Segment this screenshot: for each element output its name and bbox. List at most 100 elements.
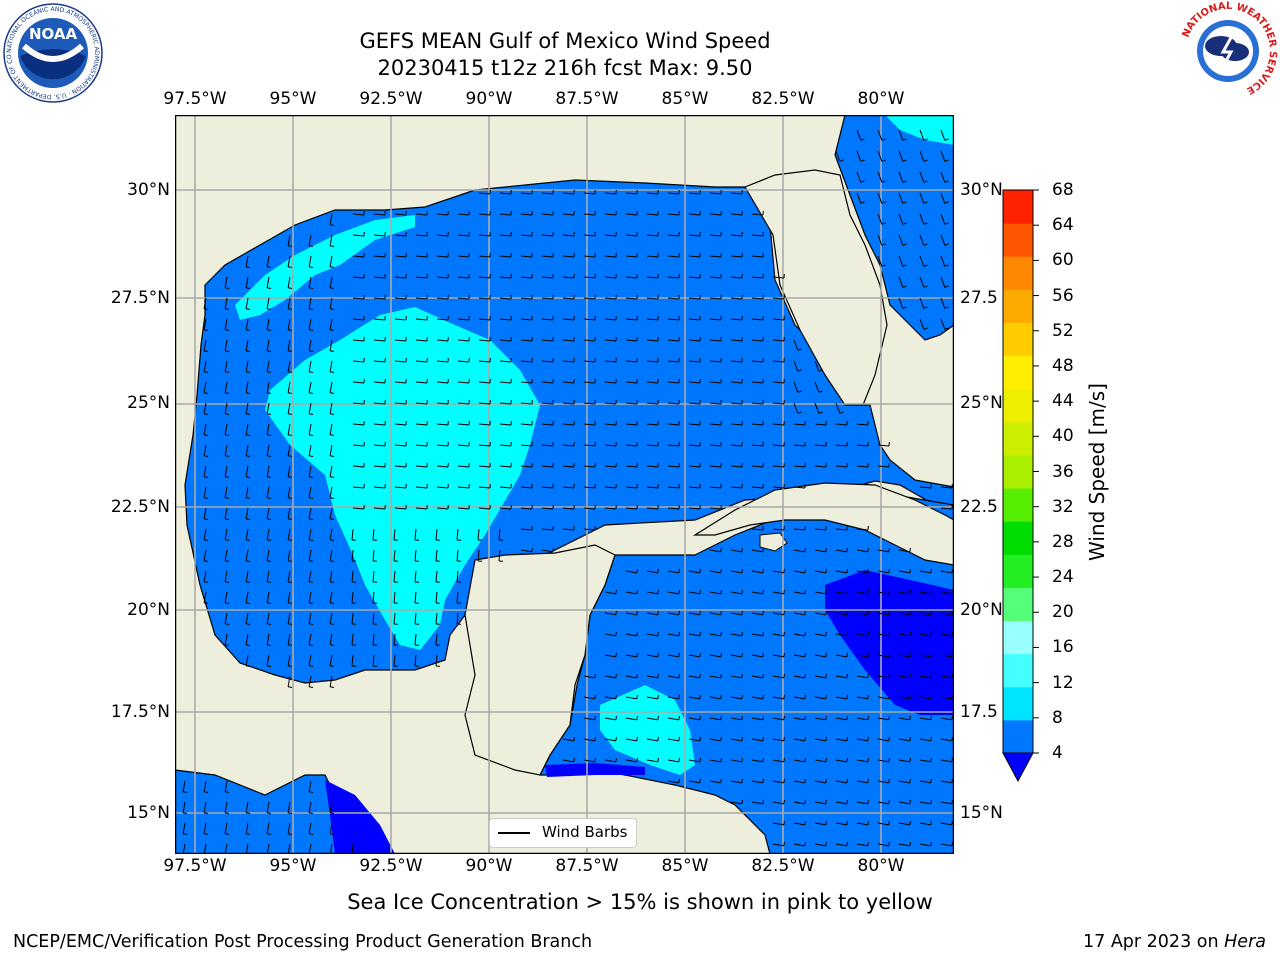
wind-barb [751,591,763,595]
wind-barb [604,612,616,616]
wind-barb [224,297,228,309]
wind-barb [394,423,407,426]
wind-barb [667,213,680,216]
colorbar-segment [1003,190,1033,224]
wind-barb [477,549,480,562]
wind-barb [352,381,365,384]
wind-barb [625,759,637,763]
wind-barb [793,591,805,595]
wind-barb [835,423,848,426]
map-title: GEFS MEAN Gulf of Mexico Wind Speed [359,29,771,53]
colorbar-tick-label: 8 [1052,707,1063,728]
wind-barb-flag [867,757,869,762]
wind-barb [709,486,722,489]
wind-barb [625,696,637,700]
wind-barb [898,171,904,183]
wind-barb [478,192,491,195]
wind-barb [329,612,333,624]
wind-barb-flag [225,539,230,541]
wind-barb-flag [762,736,764,741]
wind-barb-flag [888,841,890,846]
wind-barb-flag [825,820,827,825]
wind-barb-flag [246,623,251,625]
wind-barb-flag [902,222,907,225]
wind-barb-flag [944,264,949,267]
wind-barb [751,381,764,384]
wind-barb-flag [225,455,230,457]
wind-barb [898,297,904,309]
wind-barb-flag [825,610,827,615]
wind-barb-flag [846,820,848,825]
wind-barb [287,255,291,267]
colorbar-segment [1003,454,1033,489]
wind-barb-flag [909,568,911,573]
wind-barb [793,444,806,447]
wind-barb [308,486,312,498]
wind-barb [667,696,679,700]
wind-barb-flag [309,791,314,793]
wind-barb-flag [888,778,890,783]
wind-barb [667,255,680,258]
wind-barb [646,402,659,405]
wind-barb [814,570,826,574]
wind-barb [793,696,805,700]
wind-barb-flag [678,757,680,762]
wind-barb [541,276,554,279]
wind-barb [478,339,491,342]
wind-barb-flag [225,581,230,583]
lat-tick-right: 20°N [960,600,1003,620]
wind-barb [625,402,638,405]
colorbar-segment [1003,355,1033,390]
wind-barb [898,276,904,288]
wind-barb-flag [846,589,848,594]
lon-tick-top: 95°W [269,89,317,109]
wind-barb [329,339,333,351]
wind-barb [709,780,721,784]
wind-barb-flag [825,547,827,552]
wind-barb [203,402,207,414]
wind-barb [751,318,764,321]
wind-barb [688,486,701,489]
wind-barb [709,633,721,637]
wind-barb-flag [309,371,314,373]
wind-barb-flag [902,264,907,267]
wind-barb [667,654,679,658]
wind-barb [457,360,470,363]
wind-barb [182,801,186,813]
wind-barb-flag [267,392,272,394]
wind-barb [224,318,228,330]
wind-barb-flag [246,833,251,835]
wind-barb [203,297,207,309]
map-subtitle: 20230415 t12z 216h fcst Max: 9.50 [377,56,753,80]
wind-barb [772,801,784,805]
wind-barb-flag [699,757,701,762]
wind-barb [266,612,270,624]
wind-barb-flag [902,243,907,246]
wind-barb-flag [678,610,680,615]
wind-barb-flag [909,778,911,783]
wind-barb-flag [867,610,869,615]
wind-barb [772,612,784,616]
wind-barb [709,549,721,553]
wind-barb [373,486,386,489]
wind-barb [625,507,638,510]
wind-barb-flag [330,371,335,373]
wind-barb [730,696,742,700]
wind-barb-flag [204,308,209,310]
wind-barb [919,717,931,721]
wind-barb-flag [804,673,806,678]
wind-barb [898,549,910,553]
wind-barb [625,738,637,742]
wind-barb [266,360,270,372]
wind-barb-flag [309,518,314,520]
wind-barb-flag [923,285,928,288]
wind-barb [541,297,554,300]
wind-barb-flag [330,833,335,835]
wind-barb-flag [594,736,596,741]
wind-barb-flag [860,180,865,183]
wind-barb-flag [309,392,314,394]
wind-barb [352,423,365,426]
wind-barb [604,318,617,321]
wind-barb [287,318,291,330]
wind-barb-flag [636,631,638,636]
